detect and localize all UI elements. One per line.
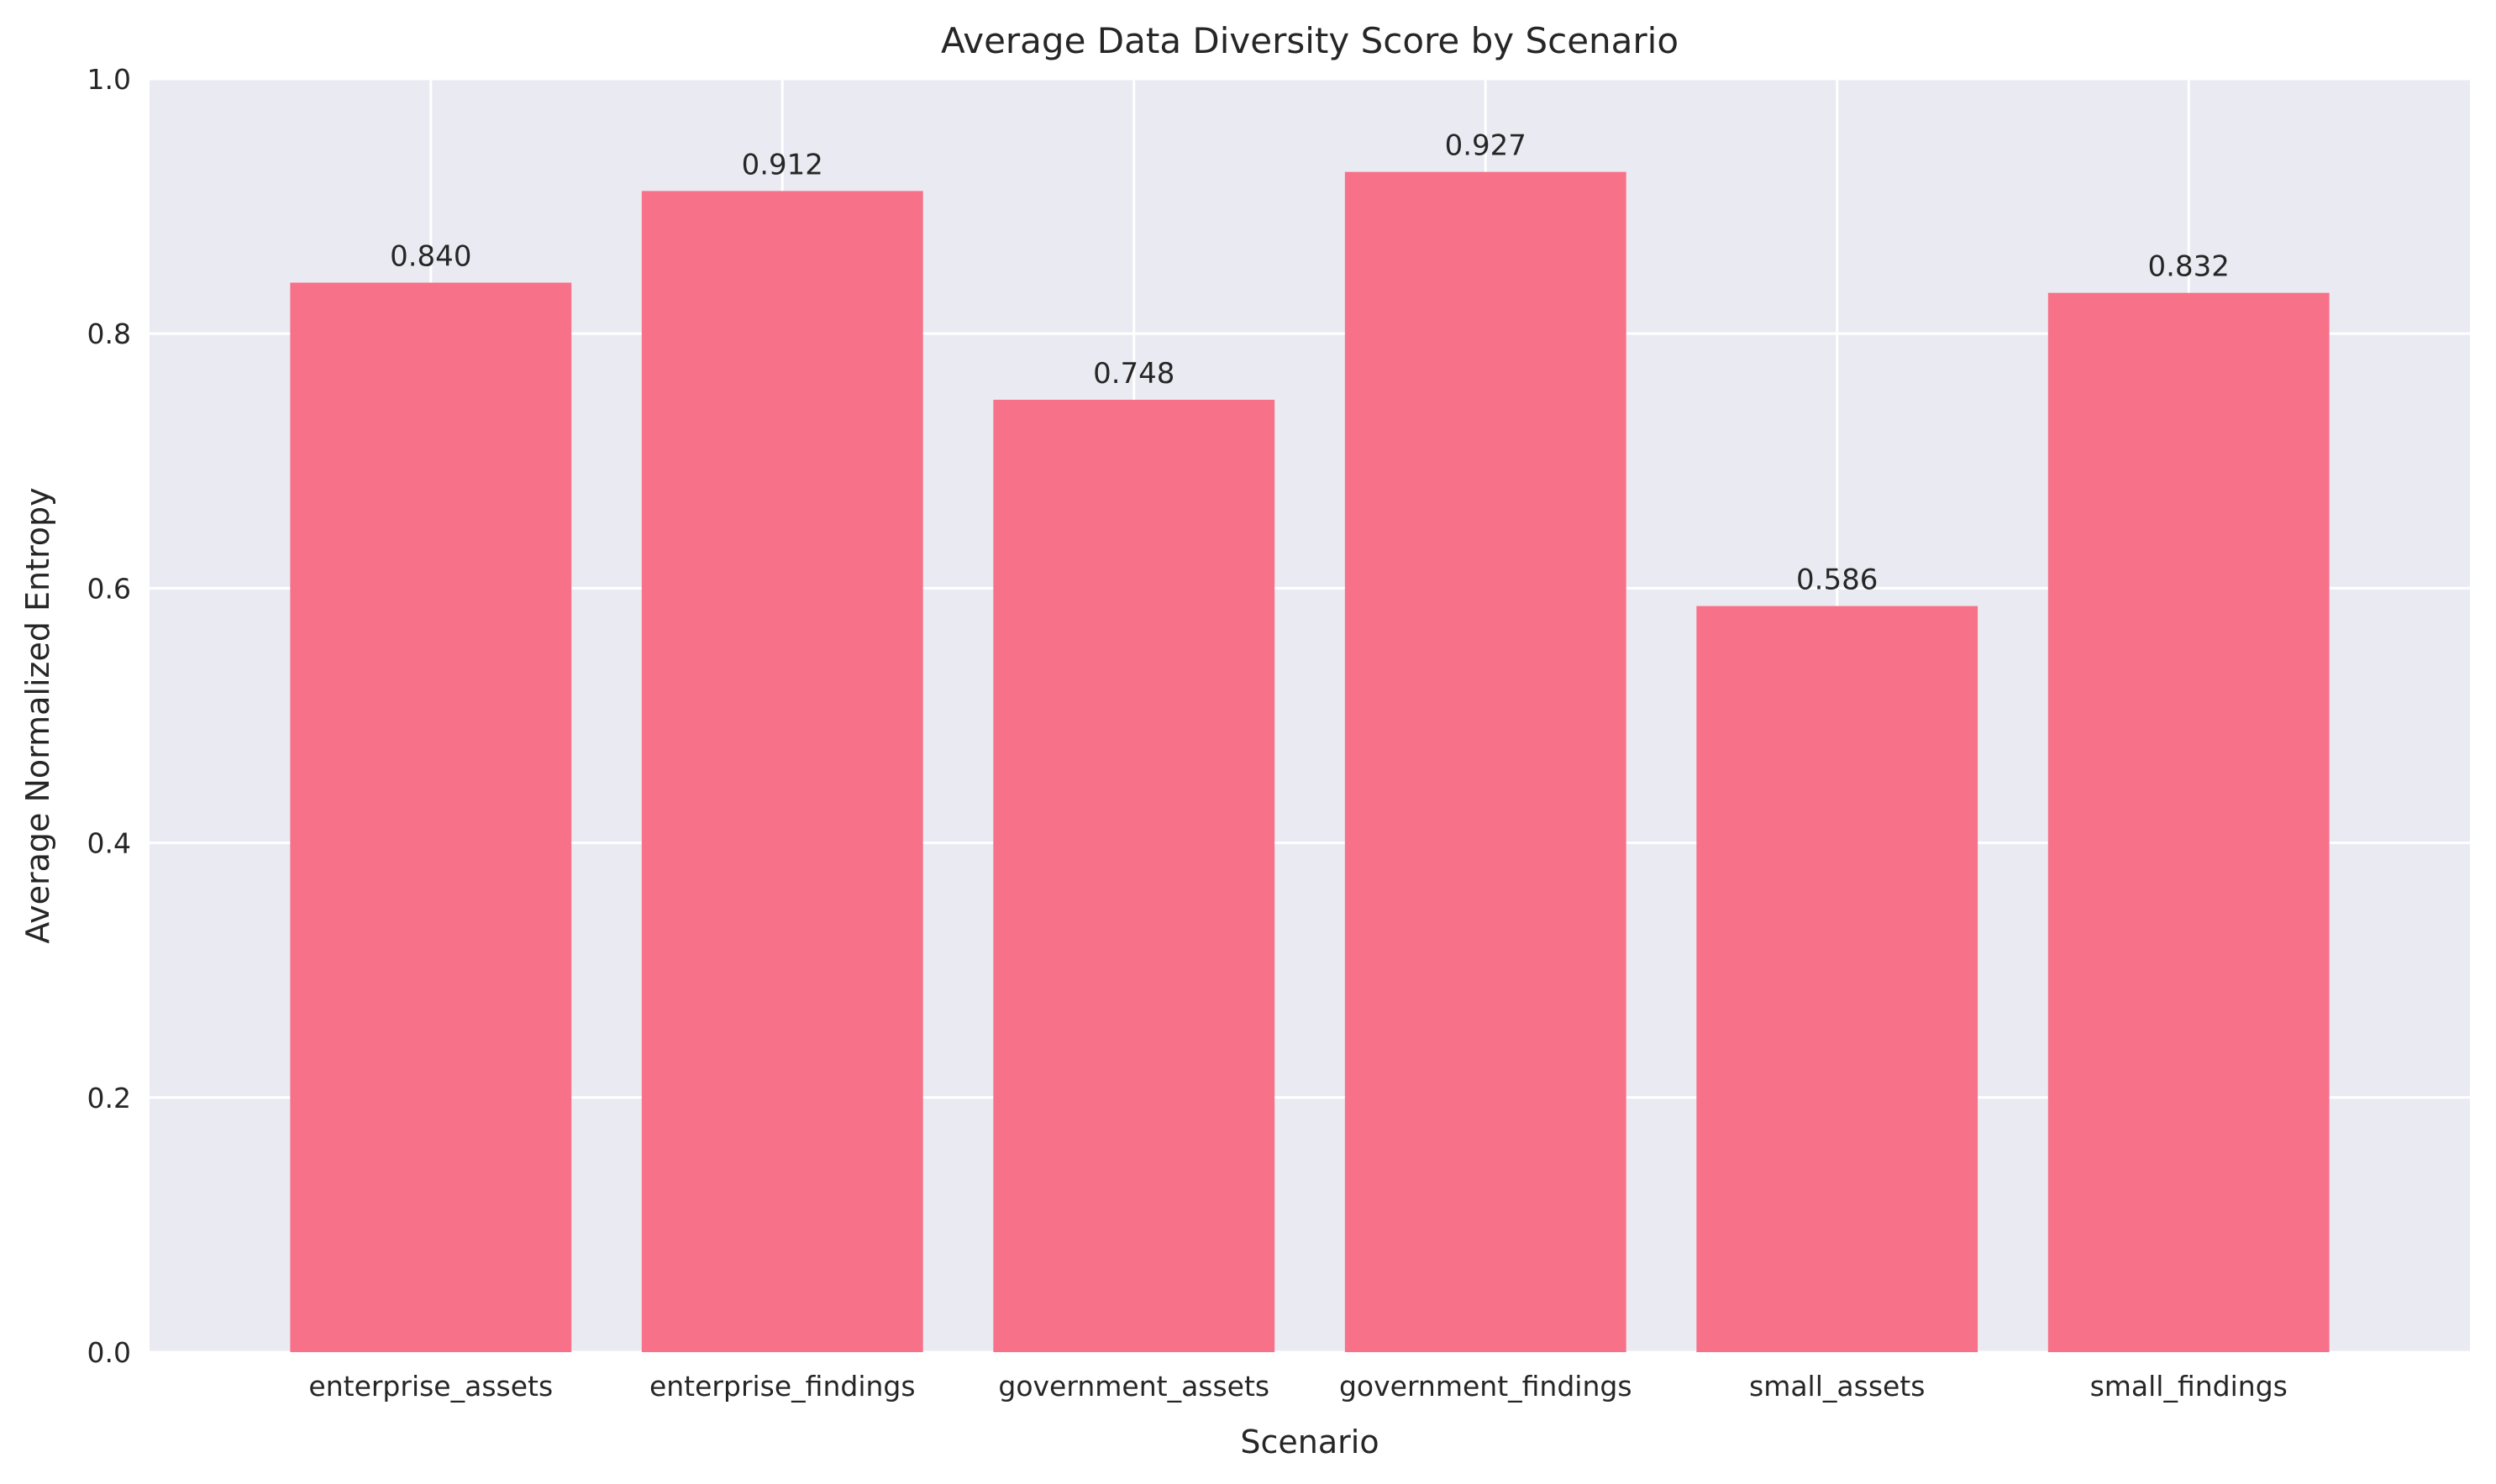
x-tick-label: small_assets — [1749, 1370, 1925, 1403]
bar-small_assets — [1696, 606, 1978, 1352]
y-tick-labels: 0.0 0.2 0.4 0.6 0.8 1.0 — [87, 63, 131, 1369]
x-tick-labels: enterprise_assets enterprise_findings gove… — [308, 1370, 2287, 1403]
value-label: 0.927 — [1445, 129, 1527, 163]
x-tick-label: enterprise_assets — [308, 1370, 553, 1403]
x-tick-label: government_findings — [1339, 1370, 1632, 1403]
x-tick-label: enterprise_findings — [649, 1370, 916, 1403]
value-label: 0.912 — [742, 148, 823, 181]
y-tick-label: 1.0 — [87, 63, 131, 96]
value-label: 0.840 — [390, 240, 471, 274]
x-axis-label: Scenario — [1240, 1424, 1379, 1460]
chart-title: Average Data Diversity Score by Scenario — [941, 20, 1679, 61]
y-tick-label: 0.0 — [87, 1336, 131, 1369]
bar-enterprise_findings — [641, 191, 923, 1353]
y-tick-label: 0.2 — [87, 1082, 131, 1114]
y-tick-label: 0.4 — [87, 827, 131, 860]
value-labels: 0.840 0.912 0.748 0.927 0.586 0.832 — [390, 129, 2230, 597]
y-tick-label: 0.6 — [87, 572, 131, 605]
y-tick-label: 0.8 — [87, 317, 131, 350]
bar-government_findings — [1344, 171, 1626, 1353]
x-tick-label: government_assets — [998, 1370, 1269, 1403]
value-label: 0.586 — [1796, 564, 1878, 597]
x-tick-label: small_findings — [2090, 1370, 2288, 1403]
value-label: 0.748 — [1093, 357, 1174, 391]
bar-small_findings — [2047, 292, 2330, 1352]
bar-government_assets — [993, 400, 1275, 1353]
y-axis-label: Average Normalized Entropy — [19, 487, 56, 943]
bar-enterprise_assets — [290, 282, 572, 1352]
bars — [290, 171, 2330, 1353]
value-label: 0.832 — [2148, 250, 2230, 284]
